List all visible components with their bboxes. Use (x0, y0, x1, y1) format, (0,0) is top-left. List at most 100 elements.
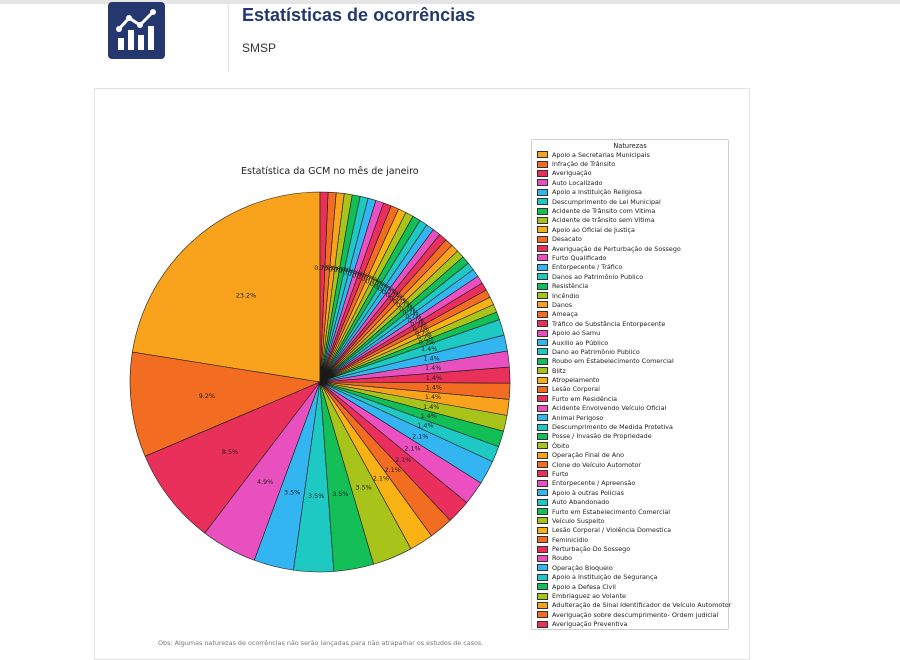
slice-label: 0.7% (386, 291, 402, 299)
legend-item: Danos ao Patrimônio Publico (537, 272, 731, 281)
legend-swatch (537, 442, 548, 450)
legend-item: Entorpecente / Tráfico (537, 263, 731, 272)
legend-item: Averiguação sobre descumprimento- Ordem … (537, 610, 731, 619)
legend-label: Dano ao Patrimônio Publico (552, 347, 640, 356)
slice-label: 8.5% (222, 448, 238, 456)
pie-slice (144, 381, 321, 534)
legend-item: Atropelamento (537, 375, 731, 384)
slice-label: 1.4% (421, 412, 437, 420)
legend-label: Operação Final de Ano (552, 451, 625, 460)
legend-label: Acidente de trânsito sem Vitima (552, 216, 655, 225)
slice-label: 2.1% (373, 474, 389, 482)
legend-swatch (537, 554, 548, 562)
slice-label: 1.4% (423, 355, 439, 363)
legend-item: Furto em Residência (537, 394, 731, 403)
legend-label: Apoio ao Oficial de Justiça (552, 225, 635, 234)
legend-item: Tráfico de Substância Entorpecente (537, 319, 731, 328)
slice-label: 0.7% (319, 264, 335, 272)
legend-swatch (537, 620, 548, 628)
legend-label: Desacato (552, 235, 582, 244)
legend-swatch (537, 423, 548, 431)
legend-swatch (537, 451, 548, 459)
slice-label: 0.7% (408, 317, 424, 325)
slice-label: 0.7% (357, 273, 373, 281)
legend-swatch (537, 160, 548, 168)
slice-label: 0.7% (366, 277, 382, 285)
legend-item: Animal Perigoso (537, 413, 731, 422)
legend-item: Furto Qualificado (537, 253, 731, 262)
legend-item: Auto Localizado (537, 178, 731, 187)
legend-label: Posse / Invasão de Propriedade (552, 432, 652, 441)
slice-label: 0.7% (334, 266, 350, 274)
slice-label: 9.2% (199, 392, 215, 400)
legend-item: Auto Abandonado (537, 497, 731, 506)
legend-label: Furto (552, 469, 569, 478)
legend-swatch (537, 583, 548, 591)
legend-item: Infração de Trânsito (537, 159, 731, 168)
legend-item: Averiguação (537, 169, 731, 178)
legend-swatch (537, 564, 548, 572)
slice-label: 0.7% (417, 334, 433, 342)
legend-item: Apoio a Instituição Religiosa (537, 188, 731, 197)
legend-label: Operação Bloqueio (552, 563, 613, 572)
legend-label: Feminicídio (552, 535, 589, 544)
legend-swatch (537, 536, 548, 544)
slice-label: 0.7% (314, 264, 330, 272)
legend-item: Entorpecente / Apreensão (537, 479, 731, 488)
slice-label: 2.1% (412, 432, 428, 440)
legend-item: Furto (537, 469, 731, 478)
legend-items: Apoio a Secretarias Municipais Infração d… (537, 150, 731, 629)
legend-item: Ameaça (537, 310, 731, 319)
legend-swatch (537, 235, 548, 243)
legend-item: Posse / Invasão de Propriedade (537, 432, 731, 441)
legend-label: Auto Abandonado (552, 498, 610, 507)
header-separator (228, 0, 229, 72)
slice-label: 0.7% (402, 309, 418, 317)
legend-item: Dano ao Patrimônio Publico (537, 347, 731, 356)
legend-swatch (537, 348, 548, 356)
legend-swatch (537, 508, 548, 516)
legend-item: Operação Final de Ano (537, 451, 731, 460)
legend-swatch (537, 339, 548, 346)
legend-label: Blitz (552, 366, 566, 375)
legend-swatch (537, 470, 548, 478)
slice-label: 0.7% (393, 298, 409, 306)
legend-swatch (537, 226, 548, 234)
legend-item: Auxilio ao Público (537, 338, 731, 347)
legend-label: Averiguação de Perturbação de Sossego (552, 244, 681, 253)
legend-item: Acidente Envolvendo Veículo Oficial (537, 404, 731, 413)
slice-label: 1.4% (426, 374, 442, 382)
slice-label: 0.7% (329, 265, 345, 273)
legend-label: Descumprimento de Lei Municipal (552, 197, 661, 206)
legend-item: Operação Bloqueio (537, 563, 731, 572)
legend-label: Lesão Corporal (552, 385, 600, 394)
legend-item: Lesão Corporal (537, 385, 731, 394)
legend-swatch (537, 292, 548, 300)
legend-item: Perturbação Do Sossego (537, 544, 731, 553)
legend-label: Incêndio (552, 291, 580, 300)
legend-swatch (537, 179, 548, 187)
legend-swatch (537, 385, 548, 393)
slice-label: 1.4% (421, 345, 437, 353)
legend-label: Averiguação (552, 169, 592, 178)
legend-label: Danos (552, 300, 573, 309)
legend-label: Atropelamento (552, 376, 600, 385)
slice-label: 0.7% (405, 313, 421, 321)
legend-swatch (537, 517, 548, 525)
slice-label: 0.7% (348, 270, 364, 278)
legend-item: Veículo Suspeito (537, 516, 731, 525)
legend-item: Clone do Veículo Automotor (537, 460, 731, 469)
legend-label: Apoio a Secretarias Municipais (552, 150, 650, 159)
legend-item: Apoio ao Samu (537, 328, 731, 337)
legend-swatch (537, 216, 548, 224)
legend-item: Averiguação Preventiva (537, 620, 731, 629)
legend-label: Tráfico de Substância Entorpecente (552, 319, 666, 328)
legend-swatch (537, 282, 548, 290)
slice-label: 0.7% (410, 321, 426, 329)
slice-label: 0.7% (361, 275, 377, 283)
pie-slice (129, 351, 322, 457)
slice-label: 0.7% (382, 288, 398, 296)
slice-label: 0.7% (370, 280, 386, 288)
slice-label: 0.7% (396, 301, 412, 309)
legend-label: Apoio ao Samu (552, 329, 601, 338)
